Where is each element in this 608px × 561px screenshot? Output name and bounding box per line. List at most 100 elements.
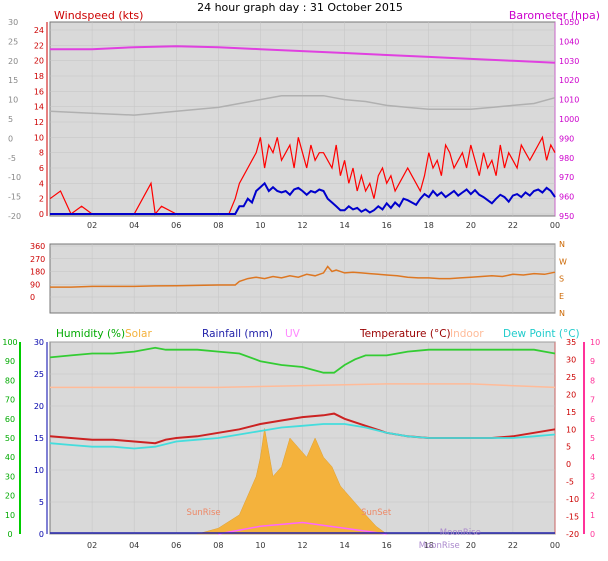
baro-tick-1: 1040: [559, 37, 579, 46]
direction-series: [50, 244, 556, 313]
humidity-tick-4: 60: [5, 415, 15, 424]
rain-tick-4: 10: [34, 466, 44, 475]
wind-far-tick-7: -5: [8, 154, 16, 163]
uv-tick-7: 3: [590, 472, 595, 481]
barometer-line: [50, 45, 556, 64]
uv-tick-10: 0: [590, 530, 595, 539]
climate-series: 02 04 06 08 10 12 14 16 18 20 22 00: [49, 341, 560, 550]
temp-tick-0: 35: [566, 338, 576, 347]
dew-point-line: [49, 423, 556, 450]
dir-label-1: W: [559, 257, 567, 266]
wind-far-tick-8: -10: [8, 173, 21, 182]
barometer-axis-title: Barometer (hpa): [509, 9, 600, 22]
gust-line: [49, 135, 556, 216]
x-tick-16: 16: [382, 541, 392, 550]
solar-area: [197, 428, 388, 535]
wind-far-tick-6: 0: [8, 134, 13, 143]
temp-tick-9: -10: [566, 495, 579, 504]
x-tick-10: 10: [255, 541, 265, 550]
legend-label-1: Solar: [125, 328, 152, 340]
uv-tick-1: 9: [590, 357, 595, 366]
baro-right-ticks: 1050 1040 1030 1020 1010 1000 990 980 970 960 950: [559, 18, 579, 221]
wind-tick-1: 22: [34, 41, 44, 50]
x-tick-20: 20: [466, 221, 476, 230]
rain-tick-1: 25: [34, 370, 44, 379]
wind-far-tick-1: 25: [8, 37, 18, 46]
x-tick-14: 14: [339, 221, 349, 230]
wind-far-tick-3: 15: [8, 76, 18, 85]
uv-tick-2: 8: [590, 376, 595, 385]
uv-tick-8: 2: [590, 492, 595, 501]
wind-far-tick-5: 5: [8, 115, 13, 124]
direction-left-ticks: 360 270 180 90 0: [30, 242, 45, 302]
x-tick-16: 16: [382, 221, 392, 230]
humidity-tick-6: 40: [5, 453, 15, 462]
wind-tick-11: 2: [39, 195, 44, 204]
humidity-tick-2: 80: [5, 376, 15, 385]
annotation-2: MoonRise: [440, 528, 481, 538]
baro-tick-6: 990: [559, 134, 574, 143]
legend-label-2: Rainfall (mm): [202, 328, 273, 340]
temp-tick-5: 10: [566, 425, 576, 434]
x-tick-20: 20: [466, 541, 476, 550]
annotation-3: MoonRise: [419, 541, 460, 551]
rain-ticks: 30 25 20 15 10 5 0: [34, 338, 44, 539]
humidity-tick-3: 70: [5, 396, 15, 405]
baro-tick-7: 980: [559, 154, 574, 163]
wind-tick-4: 16: [34, 87, 44, 96]
baro-tick-4: 1010: [559, 96, 579, 105]
climate-annotations: SunRise SunSet MoonRise MoonRise: [187, 508, 481, 551]
wind-far-tick-2: 20: [8, 57, 18, 66]
baro-tick-3: 1020: [559, 76, 579, 85]
temp-tick-3: 20: [566, 390, 576, 399]
wind-tick-9: 6: [39, 164, 44, 173]
x-tick-12: 12: [297, 541, 307, 550]
x-tick-00: 00: [550, 541, 560, 550]
x-tick-18: 18: [424, 541, 434, 550]
humidity-tick-8: 20: [5, 492, 15, 501]
baro-tick-0: 1050: [559, 18, 579, 27]
baro-tick-9: 960: [559, 193, 574, 202]
wind-tick-8: 8: [39, 149, 44, 158]
humidity-tick-9: 10: [5, 511, 15, 520]
wind-tick-12: 0: [39, 210, 44, 219]
wind-tick-3: 18: [34, 72, 44, 81]
wind-tick-10: 4: [39, 179, 44, 188]
dir-label-4: N: [559, 309, 565, 318]
indoor-temp-line: [50, 383, 556, 389]
annotation-1: SunSet: [361, 508, 392, 518]
uv-tick-9: 1: [590, 511, 595, 520]
uv-tick-6: 4: [590, 453, 595, 462]
baro-tick-5: 1000: [559, 115, 579, 124]
wind-tick-7: 10: [34, 133, 44, 142]
rain-tick-3: 15: [34, 434, 44, 443]
windspeed-axis-title: Windspeed (kts): [54, 9, 143, 22]
baro-tick-8: 970: [559, 173, 574, 182]
wind-barometer-panel: Windspeed (kts) Barometer (hpa) 30252015…: [8, 9, 600, 230]
x-tick-02: 02: [87, 221, 97, 230]
humidity-tick-5: 50: [5, 434, 15, 443]
x-tick-12: 12: [297, 221, 307, 230]
wind-tick-0: 24: [34, 26, 44, 35]
wind-tick-2: 20: [34, 57, 44, 66]
temp-tick-4: 15: [566, 408, 576, 417]
humidity-tick-10: 0: [7, 530, 12, 539]
humidity-tick-1: 90: [5, 357, 15, 366]
average-wind-line: [50, 181, 556, 215]
uv-tick-5: 5: [590, 434, 595, 443]
temp-tick-6: 5: [566, 443, 571, 452]
rain-tick-0: 30: [34, 338, 44, 347]
wind-series: 02 04 06 08 10 12 14 16 18 20 22 00: [49, 22, 560, 230]
x-tick-04: 04: [129, 221, 139, 230]
rain-tick-5: 5: [39, 498, 44, 507]
x-tick-06: 06: [171, 541, 181, 550]
dir-tick-4: 0: [30, 293, 35, 302]
legend-label-3: UV: [285, 328, 301, 340]
wind-far-tick-4: 10: [8, 96, 18, 105]
dir-tick-0: 360: [30, 242, 45, 251]
wind-far-left-ticks: 30 25 20 15 10 5 0 -5 -10 -15 -20: [8, 18, 21, 221]
legend-label-0: Humidity (%): [56, 328, 125, 340]
